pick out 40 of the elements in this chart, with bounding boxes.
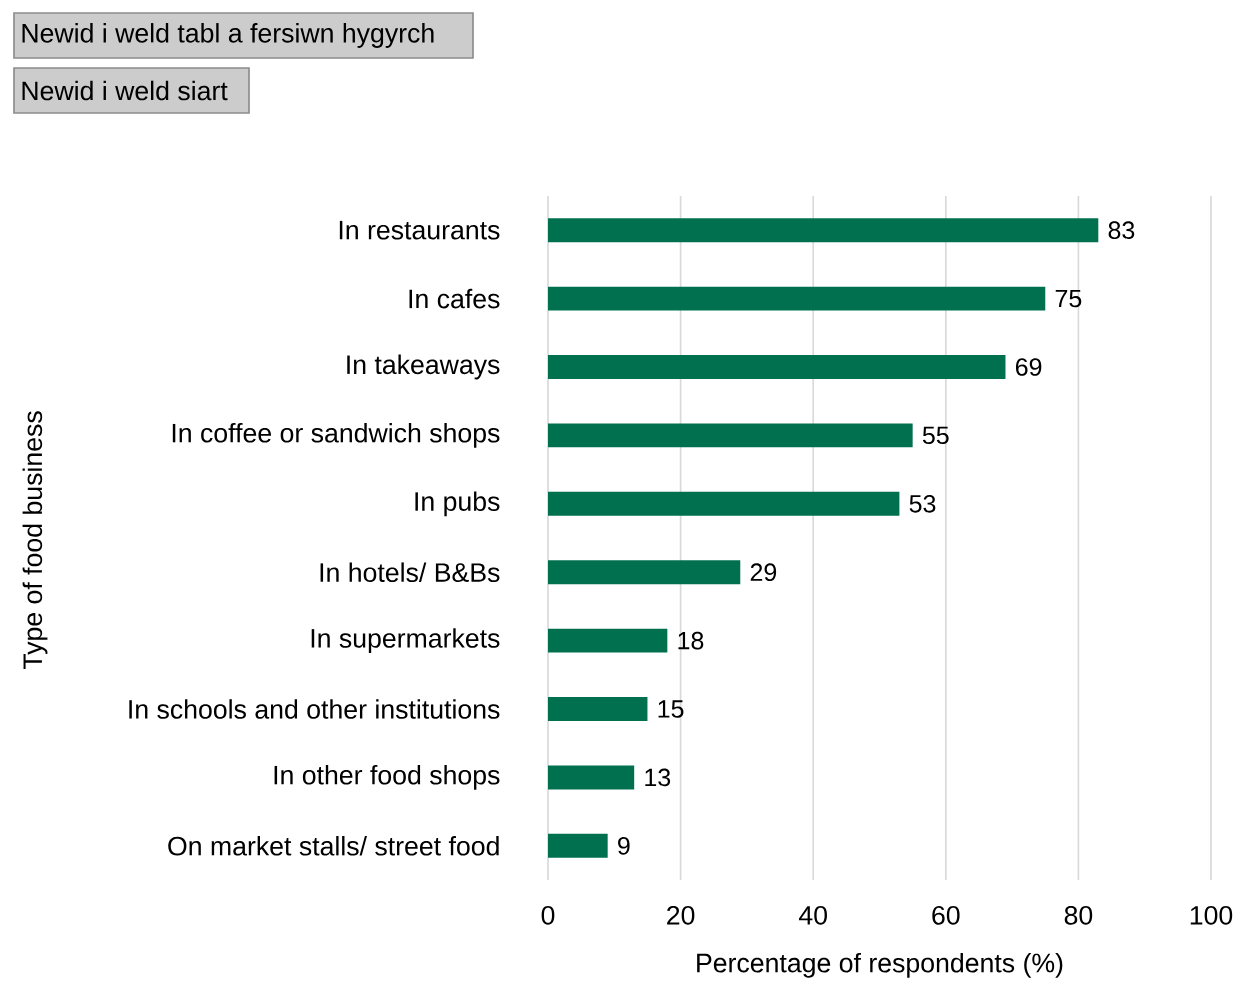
y-tick-label: In other food shops <box>274 764 500 790</box>
data-label: 83 <box>1108 221 1135 240</box>
bar <box>548 218 1099 243</box>
data-label: 29 <box>750 563 777 582</box>
y-tick-label: In cafes <box>409 288 500 309</box>
text: Newid i weld siart <box>22 80 228 101</box>
bar <box>548 286 1046 311</box>
data-label: 13 <box>645 768 671 787</box>
data-label: 18 <box>678 631 704 650</box>
x-axis-title: Percentage of respondents (%) <box>697 952 1063 978</box>
y-tick-label: In supermarkets <box>311 628 500 654</box>
bar <box>548 833 608 858</box>
x-tick-label: 20 <box>667 905 695 925</box>
bar <box>548 491 900 516</box>
data-label: 15 <box>658 700 684 718</box>
x-tick-label: 0 <box>541 905 555 925</box>
y-axis-title: Type of food business <box>22 411 48 670</box>
y-tick-label: In pubs <box>415 491 500 517</box>
data-label: 55 <box>922 426 949 445</box>
y-tick-label: In takeaways <box>347 354 500 380</box>
y-tick-label: In schools and other institutions <box>129 699 500 719</box>
y-tick-label: In restaurants <box>339 220 500 240</box>
bar <box>548 423 913 448</box>
data-label: 9 <box>618 836 630 855</box>
x-tick-label: 100 <box>1190 905 1233 925</box>
bar <box>548 560 741 585</box>
x-tick-label: 40 <box>798 905 827 925</box>
y-tick-label: In coffee or sandwich shops <box>172 422 500 448</box>
text: Newid i weld tabl a fersiwn hygyrch <box>22 23 434 48</box>
y-tick-label: In hotels/ B&Bs <box>320 562 500 582</box>
data-label: 75 <box>1055 289 1082 308</box>
bar <box>548 765 635 790</box>
bar <box>548 355 1006 379</box>
bar <box>548 697 648 721</box>
data-label: 69 <box>1015 358 1042 376</box>
bar <box>548 628 668 653</box>
x-tick-label: 60 <box>932 905 960 925</box>
y-tick-label: On market stalls/ street food <box>168 836 499 856</box>
x-tick-label: 80 <box>1064 905 1093 925</box>
data-label: 53 <box>909 494 936 513</box>
